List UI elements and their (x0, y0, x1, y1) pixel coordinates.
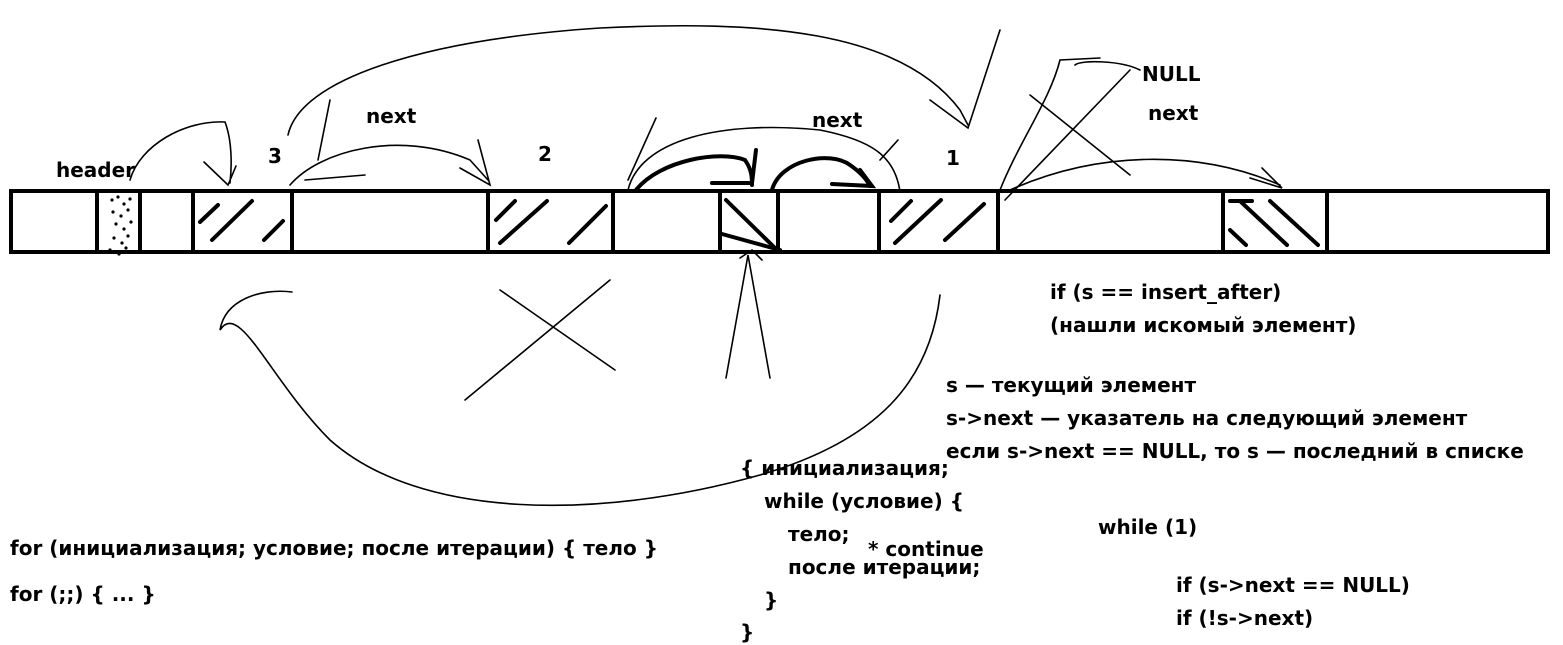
note-if-insert: if (s == insert_after) (1050, 280, 1282, 304)
scribble (304, 174, 366, 181)
cross-x (499, 289, 616, 371)
arrowhead (710, 148, 758, 185)
scribble (627, 117, 657, 181)
note-s-current: s — текущий элемент (946, 373, 1197, 397)
code-while-cond: while (условие) { (764, 489, 964, 513)
note-for-full: for (инициализация; условие; после итера… (10, 536, 658, 560)
next-label-right: next (1148, 101, 1199, 125)
next-arrow-3-2 (289, 144, 489, 186)
note-while-one: while (1) (1098, 515, 1198, 539)
new-node-arc (627, 126, 901, 193)
code-body: тело; (788, 522, 850, 546)
note-s-next: s->next — указатель на следующий элемент (946, 406, 1468, 430)
scribble (879, 139, 899, 161)
scribble (317, 99, 331, 161)
null-label: NULL (1142, 62, 1201, 86)
code-close-inner: } (764, 588, 779, 612)
header-label: header (56, 158, 136, 182)
pointer-arrows (129, 24, 1283, 507)
header-cell-dots (108, 195, 133, 256)
bold-arrows (634, 148, 877, 192)
note-found: (нашли искомый элемент) (1050, 313, 1357, 337)
next-label-left: next (366, 104, 417, 128)
arrowhead (459, 139, 492, 187)
long-arc-top (287, 24, 969, 136)
note-for-empty: for (;;) { ... } (10, 582, 156, 606)
header-arrow (129, 121, 232, 184)
code-after-iter: после итерации; (788, 555, 981, 579)
cross-x (464, 279, 611, 401)
cross (1004, 69, 1131, 201)
arrowhead (830, 168, 877, 189)
cross (1074, 60, 1141, 71)
node-number-2: 2 (538, 142, 552, 166)
code-continue: * continue (868, 537, 984, 561)
bottom-loop (219, 290, 941, 507)
node-number-1: 1 (946, 146, 960, 170)
hatch-strokes (198, 198, 1320, 252)
memory-strip (9, 189, 1550, 254)
insert-arrow (739, 248, 763, 261)
code-close-outer: } (740, 620, 755, 644)
note-if-last: если s->next == NULL, то s — последний в… (946, 439, 1524, 463)
arrowhead (1249, 167, 1283, 189)
null-arrow (1009, 158, 1281, 191)
next-label-mid: next (812, 108, 863, 132)
arrowhead (203, 161, 237, 187)
insert-arrow (725, 254, 771, 379)
note-if-not: if (!s->next) (1176, 606, 1314, 630)
note-if-null: if (s->next == NULL) (1176, 573, 1410, 597)
cross (999, 57, 1101, 191)
arrowhead (929, 29, 1001, 130)
cross (1029, 94, 1131, 176)
node-number-3: 3 (268, 144, 282, 168)
code-block-open: { инициализация; (740, 456, 949, 480)
